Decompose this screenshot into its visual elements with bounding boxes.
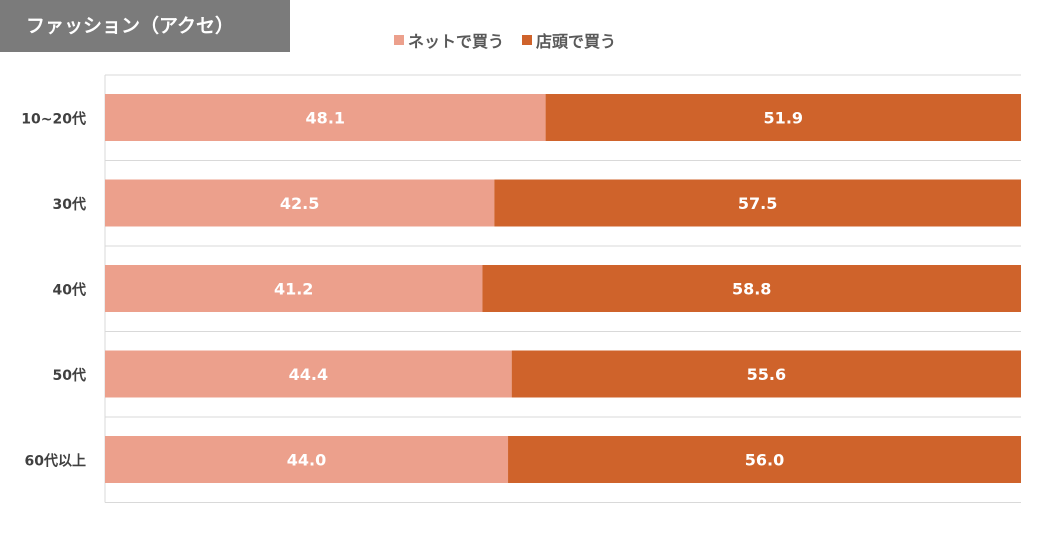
- data-label: 55.6: [747, 365, 786, 384]
- bar-segment-online: [105, 179, 495, 227]
- legend-item-online: ネットで買う: [394, 28, 504, 52]
- category-label: 60代以上: [25, 453, 86, 470]
- category-label: 30代: [53, 196, 86, 213]
- data-label: 58.8: [732, 280, 771, 299]
- bar-segment-store: [482, 265, 1022, 312]
- category-label: 50代: [53, 367, 86, 384]
- bar-segment-store: [511, 350, 1021, 398]
- chart-title-tag: ファッション（アクセ）: [0, 0, 290, 52]
- data-label: 44.0: [287, 451, 326, 470]
- legend: ネットで買う 店頭で買う: [394, 28, 634, 52]
- bar-segment-store: [494, 179, 1021, 227]
- category-label: 40代: [53, 282, 86, 299]
- legend-item-store: 店頭で買う: [522, 28, 616, 52]
- bar-segment-store: [508, 436, 1021, 483]
- data-label: 51.9: [764, 109, 803, 128]
- data-label: 48.1: [306, 109, 345, 128]
- legend-label-online: ネットで買う: [408, 32, 505, 51]
- category-label: 10~20代: [21, 111, 86, 128]
- bar-segment-online: [105, 94, 546, 141]
- legend-swatch-online: [394, 35, 404, 45]
- legend-label-store: 店頭で買う: [536, 32, 617, 51]
- bar-segment-store: [545, 94, 1021, 141]
- data-label: 41.2: [274, 280, 313, 299]
- data-label: 44.4: [289, 365, 328, 384]
- bar-segment-online: [105, 350, 512, 398]
- data-label: 57.5: [738, 194, 777, 213]
- legend-swatch-store: [522, 35, 533, 45]
- data-label: 56.0: [745, 451, 784, 470]
- bar-segment-online: [105, 265, 483, 312]
- data-label: 42.5: [280, 194, 319, 213]
- bar-segment-online: [105, 436, 509, 483]
